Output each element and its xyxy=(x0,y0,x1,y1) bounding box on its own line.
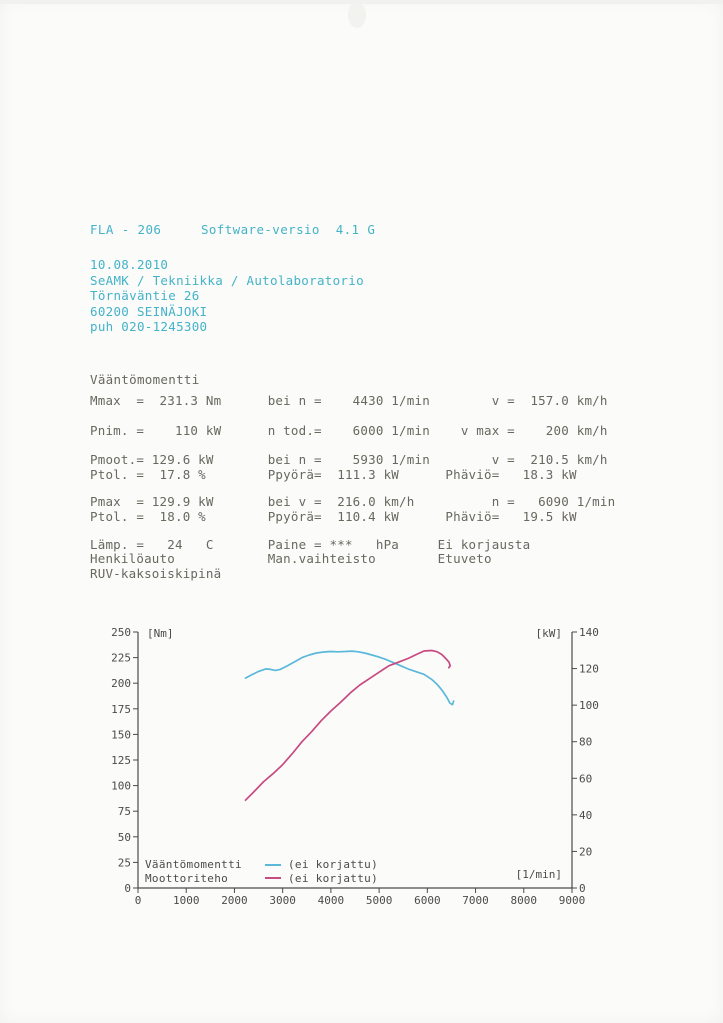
legend-torque-label: Vääntömomentti xyxy=(145,858,242,871)
result-line: Lämp. = 24 C Paine = *** hPa Ei korjaust… xyxy=(90,536,531,552)
device-software-line: FLA - 206 Software-versio 4.1 G xyxy=(90,222,376,237)
measurement-results-block: Mmax = 231.3 Nm bei n = 4430 1/min v = 1… xyxy=(90,393,615,582)
svg-text:8000: 8000 xyxy=(511,894,538,907)
svg-text:100: 100 xyxy=(111,780,131,793)
svg-text:60: 60 xyxy=(579,772,592,785)
svg-text:175: 175 xyxy=(111,703,131,716)
svg-text:[kW]: [kW] xyxy=(536,627,563,640)
svg-text:9000: 9000 xyxy=(559,894,586,907)
svg-text:0: 0 xyxy=(579,882,586,895)
torque-line-swatch xyxy=(265,863,281,866)
result-line: Pmax = 129.9 kW bei v = 216.0 km/h n = 6… xyxy=(90,494,616,510)
svg-text:6000: 6000 xyxy=(414,894,441,907)
svg-text:125: 125 xyxy=(111,754,131,767)
result-line: Henkilöauto Man.vaihteisto Etuveto xyxy=(90,551,492,567)
power-line-swatch xyxy=(265,877,281,880)
chart-legend: Vääntömomentti (ei korjattu) Moottoriteh… xyxy=(145,858,378,885)
scan-artifact-smudge xyxy=(348,2,366,28)
result-group-pmax: Pmax = 129.9 kW bei v = 216.0 km/h n = 6… xyxy=(90,495,615,524)
lab-name: SeAMK / Tekniikka / Autolaboratorio xyxy=(90,272,364,288)
report-title: Vääntömomentti xyxy=(90,372,200,387)
scan-artifact-top xyxy=(0,0,723,4)
svg-text:250: 250 xyxy=(111,626,131,639)
result-group-pnim: Pnim. = 110 kW n tod.= 6000 1/min v max … xyxy=(90,422,615,439)
report-date: 10.08.2010 xyxy=(90,257,169,272)
svg-text:80: 80 xyxy=(579,736,592,749)
result-line: Ptol. = 18.0 % Ppyörä= 110.4 kW Phäviö= … xyxy=(90,508,577,524)
right-axis-ticks: 0 20 40 60 80 100 120 140 xyxy=(572,626,599,895)
curve-Vääntömomentti xyxy=(244,650,455,706)
svg-text:5000: 5000 xyxy=(366,894,393,907)
lab-street: Törnäväntie 26 xyxy=(90,288,200,304)
legend-power-label: Moottoriteho xyxy=(145,871,229,885)
result-group-conditions: Lämp. = 24 C Paine = *** hPa Ei korjaust… xyxy=(90,536,615,582)
svg-text:225: 225 xyxy=(111,652,131,665)
svg-text:120: 120 xyxy=(579,663,599,676)
svg-text:[Nm]: [Nm] xyxy=(147,627,174,640)
chart-curves xyxy=(244,649,455,802)
result-group-mmax: Mmax = 231.3 Nm bei n = 4430 1/min v = 1… xyxy=(90,393,615,409)
result-line: Pnim. = 110 kW n tod.= 6000 1/min v max … xyxy=(90,422,608,438)
svg-text:200: 200 xyxy=(111,677,131,690)
svg-text:4000: 4000 xyxy=(318,894,345,907)
svg-text:[1/min]: [1/min] xyxy=(516,868,562,881)
svg-text:2000: 2000 xyxy=(221,894,248,907)
svg-text:75: 75 xyxy=(118,805,131,818)
svg-text:25: 25 xyxy=(118,856,131,869)
svg-text:100: 100 xyxy=(579,699,599,712)
legend-row-torque: Vääntömomentti (ei korjattu) xyxy=(145,858,378,872)
svg-text:50: 50 xyxy=(118,831,131,844)
x-axis-ticks: 0 1000 2000 3000 4000 5000 6000 7000 8000 9000 xyxy=(135,888,586,907)
svg-text:150: 150 xyxy=(111,728,131,741)
svg-text:0: 0 xyxy=(135,894,142,907)
lab-city: 60200 SEINÄJOKI xyxy=(90,303,208,319)
result-line: Ptol. = 17.8 % Ppyörä= 111.3 kW Phäviö= … xyxy=(90,466,577,482)
legend-row-power: Moottoriteho (ei korjattu) xyxy=(145,872,378,886)
curve-Moottoriteho xyxy=(244,649,452,802)
svg-text:3000: 3000 xyxy=(269,894,296,907)
svg-text:7000: 7000 xyxy=(462,894,489,907)
svg-text:40: 40 xyxy=(579,809,592,822)
chart-axes xyxy=(137,632,573,889)
result-line: Pmoot.= 129.6 kW bei n = 5930 1/min v = … xyxy=(90,452,608,468)
axis-unit-labels: [Nm] [kW] [1/min] xyxy=(147,627,562,881)
left-axis-ticks: 0 25 50 75 100 125 150 175 200 225 250 xyxy=(111,626,138,895)
svg-text:1000: 1000 xyxy=(173,894,200,907)
lab-address-block: 10.08.2010 SeAMK / Tekniikka / Autolabor… xyxy=(90,257,364,335)
result-line: Mmax = 231.3 Nm bei n = 4430 1/min v = 1… xyxy=(90,393,608,408)
dyno-chart-svg: 0 1000 2000 3000 4000 5000 6000 7000 8000 9000 02… xyxy=(111,626,599,907)
legend-torque-note: (ei korjattu) xyxy=(288,858,378,871)
lab-phone: puh 020-1245300 xyxy=(90,319,208,335)
result-group-pmoot: Pmoot.= 129.6 kW bei n = 5930 1/min v = … xyxy=(90,453,615,482)
legend-power-note: (ei korjattu) xyxy=(288,871,378,885)
svg-text:0: 0 xyxy=(124,882,131,895)
svg-text:140: 140 xyxy=(579,626,599,639)
result-line: RUV-kaksoiskipinä xyxy=(90,565,222,581)
svg-text:20: 20 xyxy=(579,845,592,858)
